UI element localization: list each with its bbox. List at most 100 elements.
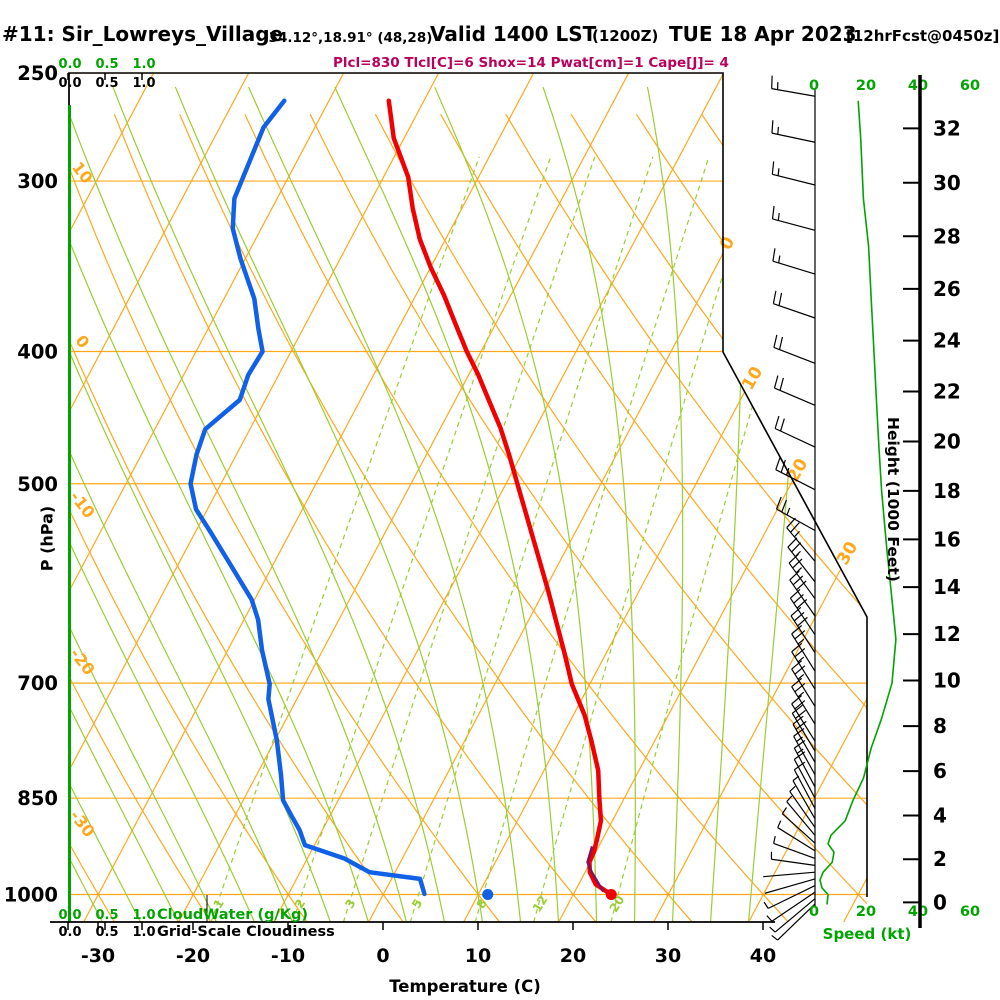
- wind-barb: [786, 517, 816, 562]
- height-tick-label: 24: [933, 329, 961, 353]
- isotherm-label: 0: [716, 233, 739, 253]
- moist-adiabat-line: [248, 86, 522, 922]
- dry-adiabat-label: 0: [71, 331, 93, 351]
- isotherm-line: [748, 73, 867, 922]
- moist-adiabat-line: [646, 86, 684, 922]
- height-tick-label: 32: [933, 116, 961, 140]
- station-coordinates: -34.12°,18.91° (48,28): [263, 30, 433, 46]
- isotherm-line: [69, 73, 345, 922]
- moist-adiabat-line: [69, 86, 294, 922]
- isotherm-line: [178, 73, 630, 922]
- moist-adiabat-line: [174, 86, 484, 922]
- moist-adiabat-line: [747, 87, 816, 922]
- cloudwater-scale-value-top: 1.0: [132, 57, 155, 72]
- temp-tick-label: 40: [750, 945, 776, 967]
- wind-barb: [775, 496, 816, 531]
- isotherm-line: [653, 73, 867, 922]
- pressure-axis-title: P (hPa): [37, 505, 57, 572]
- wind-speed-profile: [819, 100, 897, 905]
- wind-barb: [763, 871, 816, 878]
- isotherm-line: [83, 73, 535, 922]
- height-tick-label: 30: [933, 171, 961, 195]
- dry-adiabat-line: [440, 113, 867, 922]
- pressure-tick-label: 700: [17, 672, 58, 695]
- wind-barb: [770, 851, 816, 866]
- cloudiness-scale-title: Grid-Scale Cloudiness: [157, 924, 335, 940]
- cloudiness-scale-value-top: 0.5: [95, 76, 118, 91]
- wind-barb-column: [763, 75, 816, 941]
- moist-adiabat-line: [112, 86, 446, 922]
- dewpoint-curve: [188, 98, 427, 897]
- isotherm-line: [368, 73, 820, 922]
- wind-barb: [793, 727, 816, 776]
- cloudwater-scale-value-bottom: 0.5: [95, 908, 118, 923]
- cloudiness-scale-value-bottom: 0.5: [95, 925, 118, 940]
- temp-tick-label: 0: [376, 945, 389, 967]
- moist-adiabat-line: [69, 86, 408, 922]
- wind-barb: [791, 625, 816, 672]
- wind-barb: [792, 775, 816, 820]
- derived-parameters: Plcl=830 Tlcl[C]=6 Shox=14 Pwat[cm]=1 Ca…: [333, 55, 729, 71]
- speed-scale-value-top: 0: [809, 78, 819, 94]
- dry-adiabat-line: [179, 113, 693, 922]
- temp-tick-label: 10: [465, 945, 491, 967]
- wind-barb: [789, 785, 816, 828]
- moist-adiabat-line: [334, 86, 560, 922]
- height-tick-label: 16: [933, 527, 961, 551]
- height-tick-label: 14: [933, 575, 961, 599]
- isotherm-line: [558, 73, 867, 922]
- isotherm-line: [69, 73, 155, 922]
- temp-tick-label: 20: [560, 945, 586, 967]
- height-tick-label: 18: [933, 479, 961, 503]
- temp-tick-label: -20: [176, 945, 210, 967]
- wind-barb: [771, 161, 816, 186]
- wind-barb: [773, 375, 816, 406]
- moist-adiabat-line: [69, 86, 142, 922]
- wind-barb: [771, 120, 816, 143]
- plot-border: [68, 72, 868, 922]
- dry-adiabat-line: [309, 113, 867, 922]
- speed-scale-value-bottom: 20: [856, 904, 876, 920]
- speed-scale-value-top: 40: [908, 78, 928, 94]
- wind-barb: [769, 898, 816, 933]
- sounding-curves: [188, 98, 617, 901]
- mixing-ratio-line: [210, 156, 480, 922]
- wind-barb: [771, 205, 816, 231]
- mixing-ratio-label: 3: [342, 897, 358, 912]
- isotherm-line: [273, 73, 725, 922]
- wind-barb: [790, 606, 816, 654]
- cloudwater-scale-value-bottom: 1.0: [132, 908, 155, 923]
- speed-axis-title: Speed (kt): [822, 925, 912, 943]
- wind-barb: [772, 290, 816, 319]
- height-tick-label: 0: [933, 890, 947, 914]
- mixing-ratio-label: 12: [530, 893, 551, 915]
- wind-barb: [774, 415, 816, 448]
- isotherm-line: [463, 73, 867, 922]
- forecast-tag: [12hrFcst@0450z]: [846, 27, 1000, 45]
- pressure-tick-label: 1000: [4, 884, 58, 907]
- speed-scale-value-bottom: 60: [960, 904, 980, 920]
- wind-barb: [773, 334, 816, 364]
- dry-adiabat-line: [505, 113, 867, 922]
- dry-adiabat-line: [69, 114, 404, 922]
- mixing-ratio-label: 5: [409, 897, 425, 912]
- dry-adiabat-label: 10: [68, 158, 97, 187]
- cloudwater-scale-title: CloudWater (g/Kg): [157, 907, 309, 923]
- cloudiness-scale-value-top: 0.0: [58, 76, 81, 91]
- moist-adiabat-line: [542, 86, 636, 922]
- moist-adiabat-line: [69, 86, 218, 922]
- cloudiness-scale-value-bottom: 0.0: [58, 925, 81, 940]
- speed-scale-value-top: 60: [960, 78, 980, 94]
- temp-tick-label: -10: [271, 945, 305, 967]
- height-tick-label: 26: [933, 277, 961, 301]
- cloudiness-scale-value-top: 1.0: [132, 76, 155, 91]
- pressure-tick-label: 250: [17, 62, 58, 85]
- dry-adiabat-line: [69, 114, 308, 922]
- dry-adiabat-line: [69, 114, 212, 922]
- speed-scale-value-bottom: 0: [809, 904, 819, 920]
- height-tick-label: 12: [933, 622, 961, 646]
- dry-adiabat-line: [113, 113, 597, 922]
